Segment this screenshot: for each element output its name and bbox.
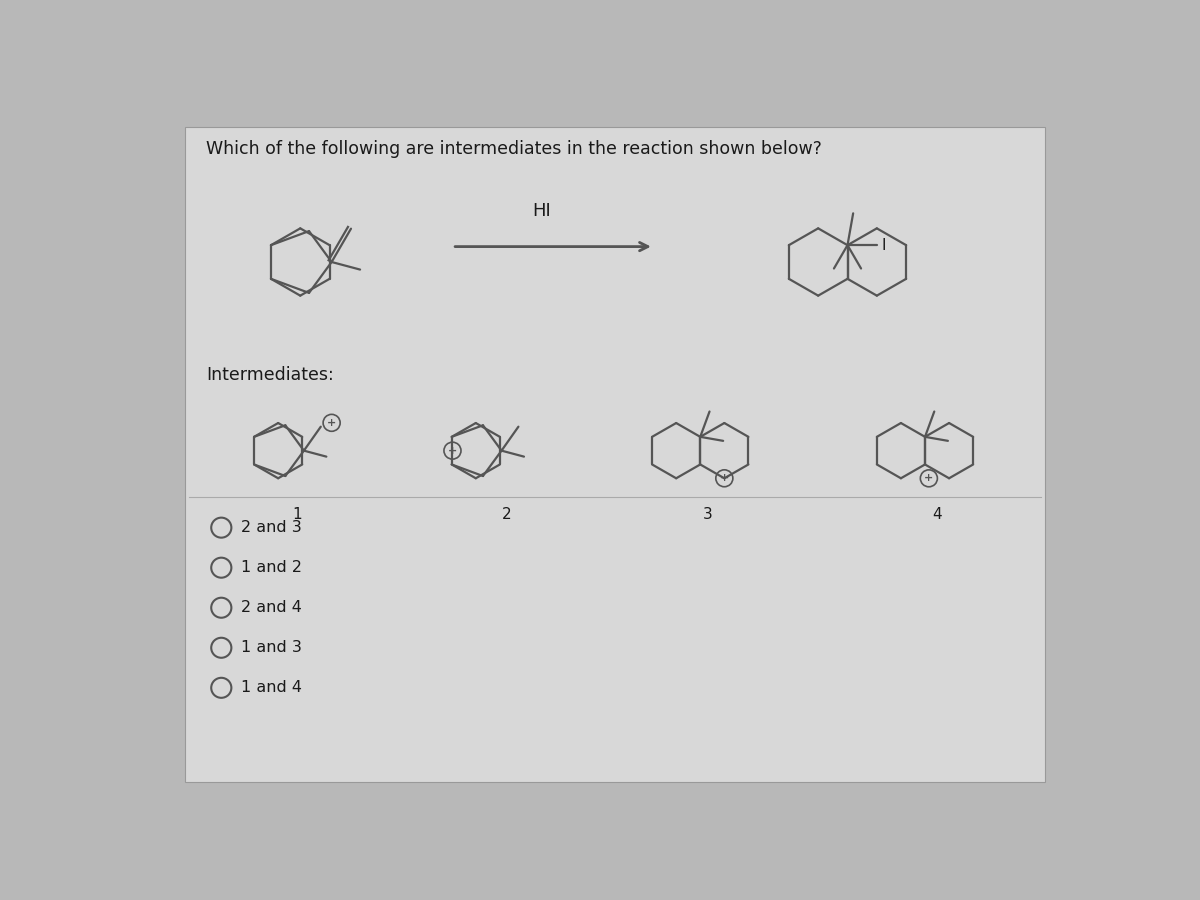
Text: 2: 2	[502, 507, 511, 522]
Text: Which of the following are intermediates in the reaction shown below?: Which of the following are intermediates…	[206, 140, 822, 158]
Text: +: +	[328, 418, 336, 428]
Text: +: +	[924, 473, 934, 483]
FancyBboxPatch shape	[185, 127, 1045, 782]
Text: 3: 3	[703, 507, 713, 522]
Text: +: +	[720, 473, 728, 483]
Text: 1 and 4: 1 and 4	[241, 680, 302, 696]
Text: 1 and 3: 1 and 3	[241, 640, 302, 655]
Text: 1 and 2: 1 and 2	[241, 560, 302, 575]
Text: 2 and 4: 2 and 4	[241, 600, 302, 616]
Text: +: +	[448, 446, 457, 455]
Text: Intermediates:: Intermediates:	[206, 366, 334, 384]
Text: 2 and 3: 2 and 3	[241, 520, 302, 536]
Text: HI: HI	[532, 202, 551, 220]
Text: I: I	[882, 238, 886, 253]
Text: 4: 4	[932, 507, 942, 522]
Text: 1: 1	[293, 507, 302, 522]
